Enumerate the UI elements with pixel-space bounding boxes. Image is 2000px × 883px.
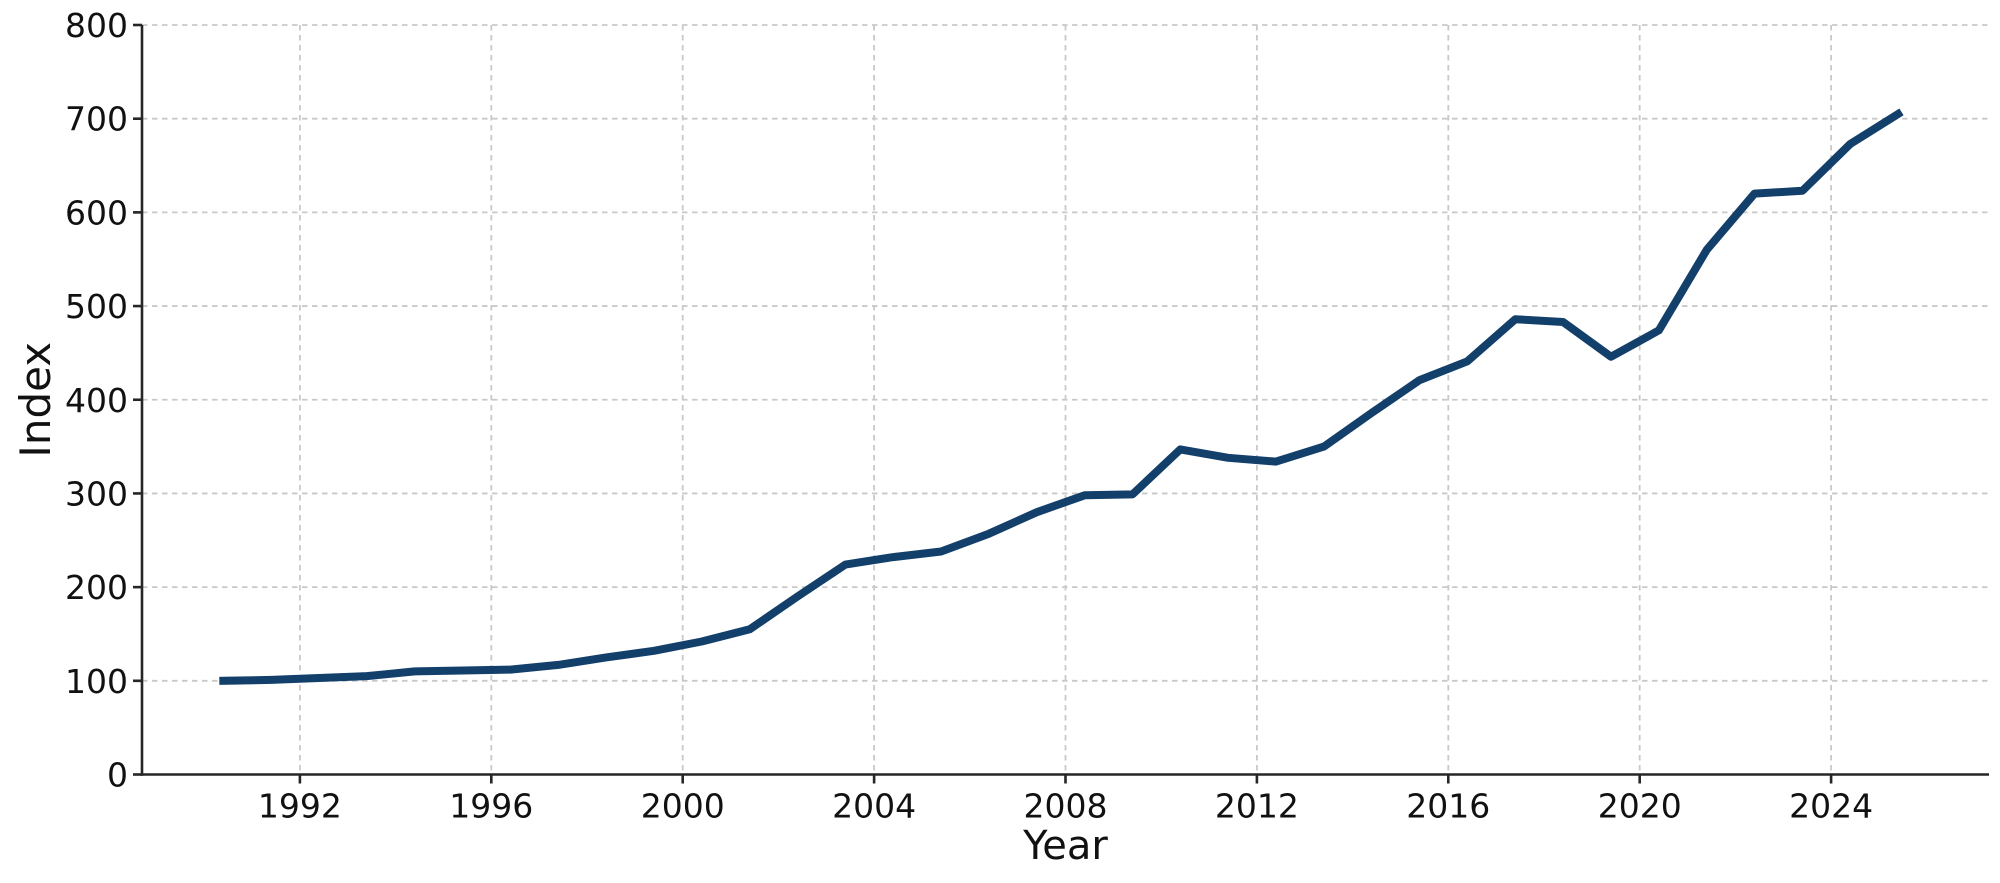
y-tick-label: 500 — [65, 287, 128, 326]
y-tick-label: 800 — [65, 6, 128, 45]
y-tick-label: 600 — [65, 193, 128, 232]
x-tick-label: 2004 — [832, 787, 916, 826]
x-axis-label: Year — [1022, 823, 1108, 869]
axis-ticks — [133, 23, 1833, 784]
x-tick-label: 2000 — [641, 787, 725, 826]
x-tick-label: 1992 — [258, 787, 342, 826]
y-axis-label: Index — [11, 342, 60, 458]
y-tick-label: 300 — [65, 474, 128, 513]
x-tick-label: 2008 — [1024, 787, 1108, 826]
y-tick-label: 200 — [65, 568, 128, 607]
y-tick-label: 100 — [65, 662, 128, 701]
tick-labels: 0 100 200 300 400 500 600 700 800 1992 1996 2000 200… — [65, 6, 1873, 826]
x-tick-label: 2012 — [1215, 787, 1299, 826]
x-tick-label: 1996 — [449, 787, 533, 826]
x-tick-label: 2020 — [1598, 787, 1682, 826]
index-line-series — [219, 108, 1904, 685]
gridlines — [142, 24, 1989, 775]
x-tick-label: 2024 — [1789, 787, 1873, 826]
axis-spines — [140, 25, 1989, 776]
y-tick-label: 0 — [107, 756, 128, 795]
x-tick-label: 2016 — [1406, 787, 1490, 826]
y-tick-label: 700 — [65, 100, 128, 139]
y-tick-label: 400 — [65, 381, 128, 420]
